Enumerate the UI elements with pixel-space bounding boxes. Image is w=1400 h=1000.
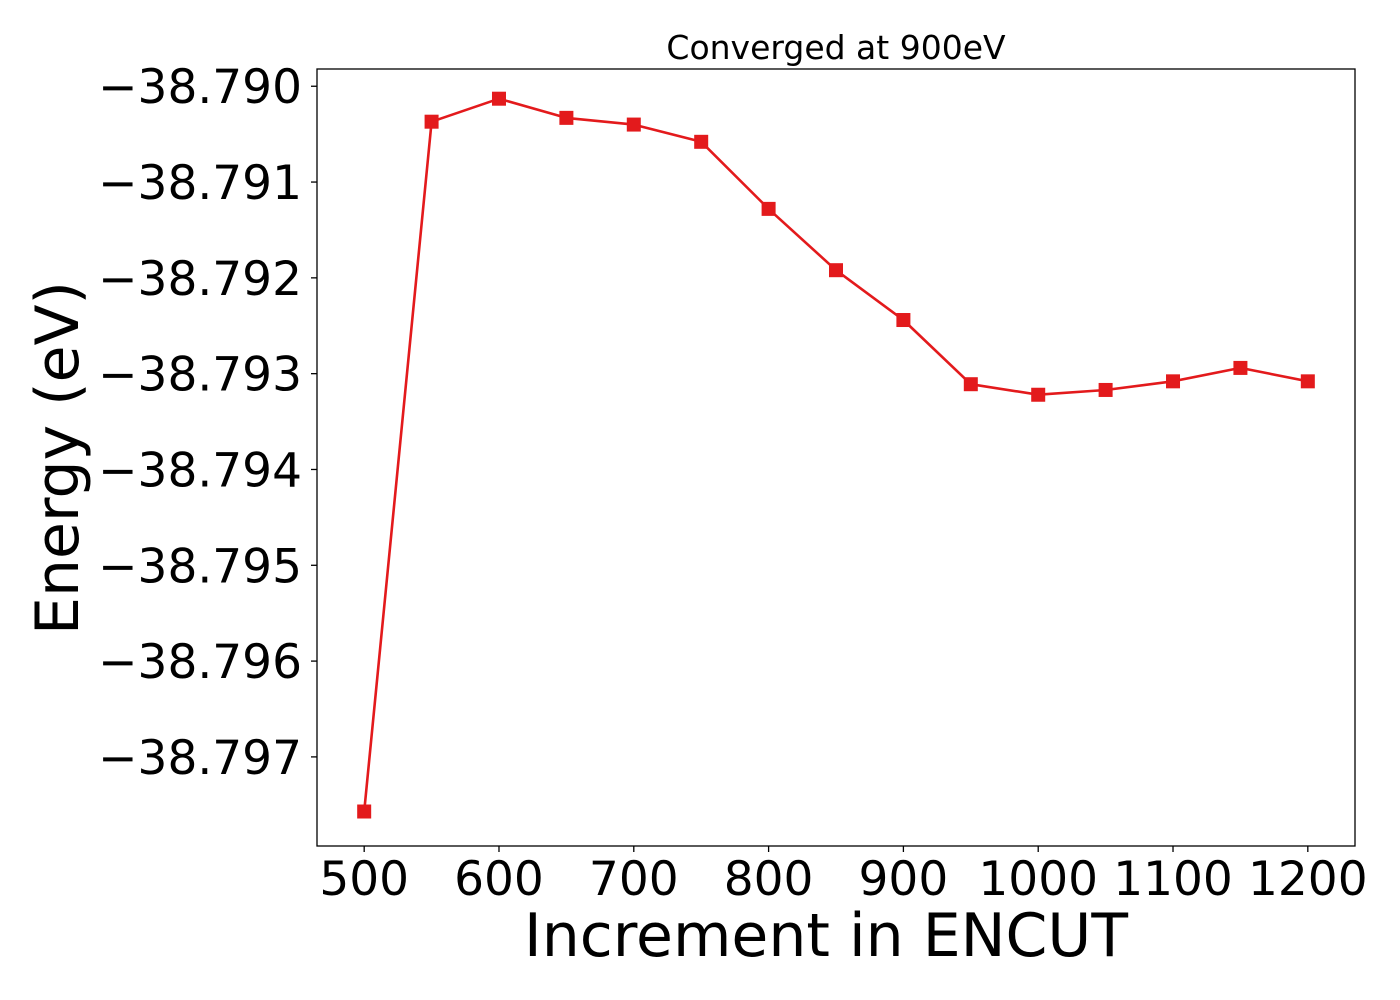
x-tick-label: 500 xyxy=(319,852,409,907)
data-point xyxy=(1166,374,1181,389)
data-point xyxy=(357,804,372,819)
x-tick-label: 600 xyxy=(454,852,544,907)
y-tick-label: −38.792 xyxy=(98,252,302,307)
x-tick-label: 800 xyxy=(724,852,814,907)
data-point xyxy=(829,263,843,278)
chart-title: Converged at 900eV xyxy=(666,28,1006,67)
x-axis-label: Increment in ENCUT xyxy=(524,901,1128,971)
y-tick-label: −38.797 xyxy=(98,731,302,786)
data-point xyxy=(694,134,709,149)
data-point xyxy=(424,114,439,129)
data-point xyxy=(1031,387,1046,402)
y-tick-label: −38.793 xyxy=(98,348,302,403)
y-tick-label: −38.795 xyxy=(98,539,302,594)
data-point xyxy=(1098,382,1113,397)
x-tick-label: 1200 xyxy=(1248,852,1368,907)
data-point xyxy=(491,91,506,106)
y-axis-label: Energy (eV) xyxy=(23,281,93,635)
x-axis: 500 600 700 800 900 1000 1100 1200 xyxy=(319,846,1368,907)
x-tick-label: 900 xyxy=(859,852,949,907)
y-tick-label: −38.790 xyxy=(98,60,302,115)
x-tick-label: 700 xyxy=(589,852,679,907)
y-tick-label: −38.791 xyxy=(98,156,302,211)
plot-frame xyxy=(316,68,1356,847)
data-point xyxy=(963,377,978,392)
series-line xyxy=(362,97,1309,812)
x-tick-label: 1000 xyxy=(978,852,1098,907)
y-axis: −38.790 −38.791 −38.792 −38.793 −38.794 −38.7… xyxy=(98,60,317,786)
data-point xyxy=(1233,360,1248,375)
data-point xyxy=(559,110,574,125)
y-tick-label: −38.796 xyxy=(98,635,302,690)
x-tick-label: 1100 xyxy=(1113,852,1233,907)
plot-area xyxy=(316,68,1356,847)
y-tick-label: −38.794 xyxy=(98,443,302,498)
data-point xyxy=(626,117,641,132)
data-point xyxy=(1300,374,1315,389)
data-point xyxy=(896,313,911,328)
data-point xyxy=(761,201,776,216)
